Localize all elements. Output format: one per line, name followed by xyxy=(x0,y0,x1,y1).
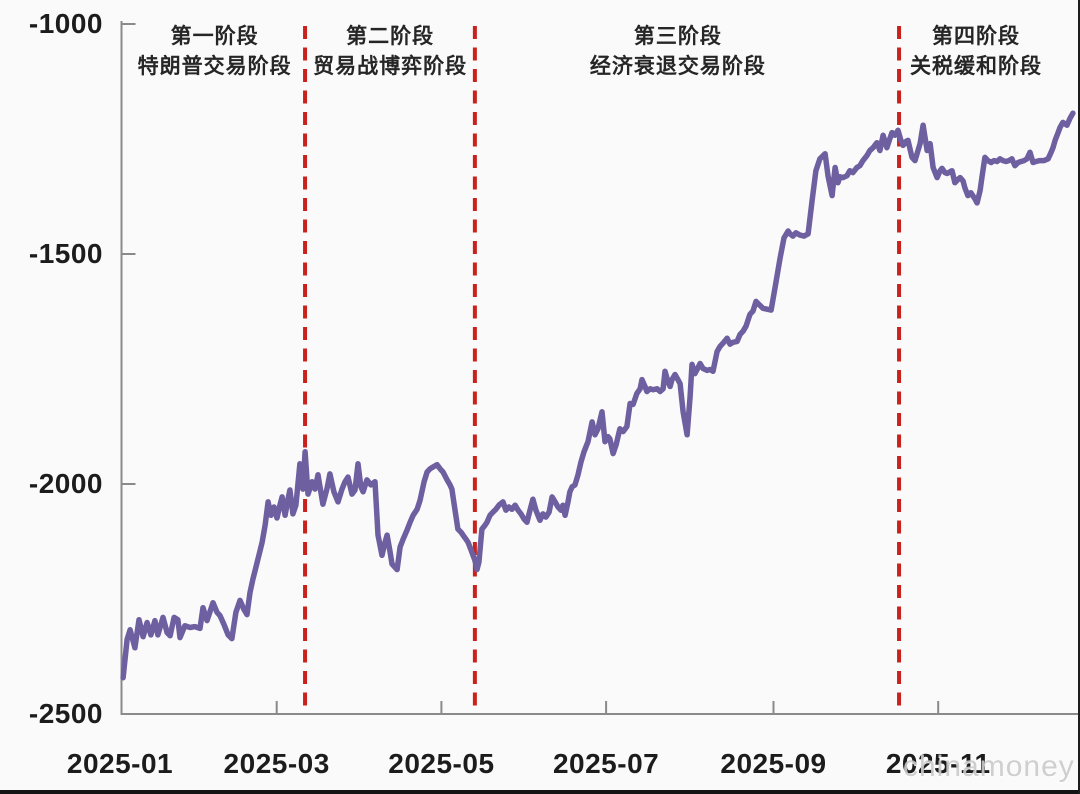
screenshot-bottom-edge xyxy=(0,790,1080,794)
x-tick-label-2025-07: 2025-07 xyxy=(552,748,660,779)
annotation-phase-4-title: 第四阶段 xyxy=(932,24,1020,48)
annotation-phase-3-subtitle: 经济衰退交易阶段 xyxy=(589,54,766,78)
y-tick-label--1500: -1500 xyxy=(28,238,103,269)
x-tick-label-2025-01: 2025-01 xyxy=(66,748,174,779)
annotation-phase-1: 第一阶段 特朗普交易阶段 xyxy=(138,21,292,81)
annotation-phase-2-title: 第二阶段 xyxy=(346,24,435,48)
x-tick-label-2025-11: 2025-11 xyxy=(885,748,991,779)
annotation-phase-4: 第四阶段 关税缓和阶段 xyxy=(910,21,1042,81)
annotation-phase-1-subtitle: 特朗普交易阶段 xyxy=(137,54,292,78)
annotation-phase-4-subtitle: 关税缓和阶段 xyxy=(910,54,1042,78)
screenshot-right-edge xyxy=(1078,0,1080,794)
x-tick-label-2025-03: 2025-03 xyxy=(223,748,330,779)
annotation-phase-2-subtitle: 贸易战博弈阶段 xyxy=(313,54,468,78)
watermark-chinamoney: chinamoney xyxy=(903,750,1075,783)
series-line-swap-points xyxy=(120,110,1076,681)
annotation-phase-2: 第二阶段 贸易战博弈阶段 xyxy=(313,21,467,81)
annotation-phase-3-title: 第三阶段 xyxy=(633,24,722,48)
x-tick-label-2025-05: 2025-05 xyxy=(388,748,495,779)
annotation-phase-1-title: 第一阶段 xyxy=(170,24,259,48)
y-tick-label--2000: -2000 xyxy=(28,468,103,499)
x-tick-label-2025-09: 2025-09 xyxy=(720,748,827,779)
y-tick-label--1000: -1000 xyxy=(28,8,103,39)
annotation-phase-3: 第三阶段 经济衰退交易阶段 xyxy=(590,21,766,81)
y-tick-label--2500: -2500 xyxy=(28,698,103,729)
